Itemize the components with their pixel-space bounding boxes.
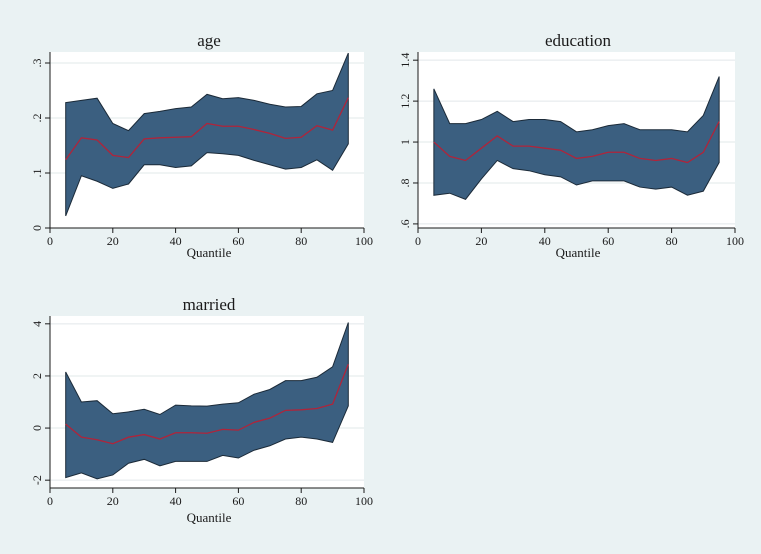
panel-title: age [197, 31, 221, 50]
x-axis-label: Quantile [187, 510, 232, 525]
x-tick-label: 60 [232, 494, 244, 508]
estimate-series [65, 97, 349, 161]
y-tick-label: -2 [30, 475, 44, 485]
y-ticks: -2 0 2 4 [30, 321, 50, 485]
y-tick-label: 0 [30, 425, 44, 431]
x-axis-label: Quantile [556, 245, 601, 260]
confidence-band-area [65, 322, 349, 480]
x-tick-label: 40 [170, 494, 182, 508]
x-tick-label: 0 [47, 494, 53, 508]
panel-title: married [183, 295, 236, 314]
estimate-line [65, 97, 349, 161]
x-tick-label: 20 [107, 234, 119, 248]
x-tick-label: 100 [355, 494, 373, 508]
x-tick-label: 40 [170, 234, 182, 248]
x-tick-label: 60 [232, 234, 244, 248]
estimate-line [433, 121, 720, 164]
confidence-band [65, 52, 349, 217]
age-panel: 0 20 40 60 80 100 0 .1 .2 .3 age Quantile [30, 31, 373, 260]
x-tick-label: 100 [355, 234, 373, 248]
y-ticks: .6 .8 1 1.2 1.4 [398, 53, 418, 228]
x-tick-label: 20 [107, 494, 119, 508]
x-ticks: 0 20 40 60 80 100 [415, 228, 744, 248]
x-tick-label: 80 [666, 234, 678, 248]
x-tick-label: 0 [415, 234, 421, 248]
y-tick-label: 0 [30, 225, 44, 231]
y-tick-label: .1 [30, 169, 44, 178]
y-tick-label: 1.2 [398, 94, 412, 109]
x-tick-label: 40 [539, 234, 551, 248]
panel-title: education [545, 31, 612, 50]
x-tick-label: 80 [295, 234, 307, 248]
x-ticks: 0 20 40 60 80 100 [47, 228, 373, 248]
y-tick-label: .2 [30, 114, 44, 123]
x-tick-label: 0 [47, 234, 53, 248]
axes [417, 52, 735, 229]
x-axis-label: Quantile [187, 245, 232, 260]
y-tick-label: 2 [30, 373, 44, 379]
x-tick-label: 80 [295, 494, 307, 508]
y-tick-label: 1 [398, 139, 412, 145]
y-tick-label: .3 [30, 59, 44, 68]
estimate-line [65, 363, 349, 445]
y-tick-label: .8 [398, 178, 412, 187]
y-ticks: 0 .1 .2 .3 [30, 59, 50, 231]
axes [49, 52, 364, 229]
confidence-band [65, 322, 349, 480]
y-tick-label: .6 [398, 219, 412, 228]
x-tick-label: 100 [726, 234, 744, 248]
confidence-band-area [65, 52, 349, 217]
x-tick-label: 20 [475, 234, 487, 248]
x-tick-label: 60 [602, 234, 614, 248]
estimate-series [65, 363, 349, 445]
education-panel: 0 20 40 60 80 100 .6 .8 1 1.2 1.4 education Quant… [398, 31, 744, 260]
estimate-series [433, 121, 720, 164]
y-tick-label: 4 [30, 321, 44, 327]
y-tick-label: 1.4 [398, 53, 412, 68]
x-ticks: 0 20 40 60 80 100 [47, 488, 373, 508]
confidence-band-area [433, 76, 720, 200]
confidence-band [433, 76, 720, 200]
axes [49, 316, 364, 489]
